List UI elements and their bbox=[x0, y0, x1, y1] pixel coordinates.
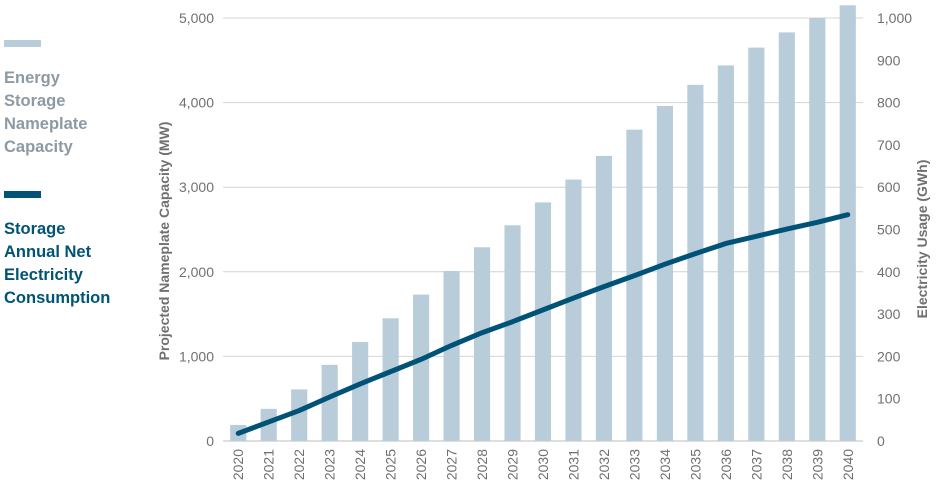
bar bbox=[352, 342, 369, 441]
y-axis-title: Projected Nameplate Capacity (MW) bbox=[156, 122, 172, 361]
bar bbox=[839, 5, 856, 442]
bar bbox=[413, 294, 430, 441]
bar bbox=[473, 247, 491, 441]
bar bbox=[565, 179, 582, 441]
x-tick-label: 2022 bbox=[291, 449, 307, 480]
y2-tick-label: 400 bbox=[877, 264, 901, 280]
y2-tick-label: 200 bbox=[877, 348, 901, 364]
x-tick-label: 2034 bbox=[657, 449, 673, 480]
y2-tick-label: 800 bbox=[877, 95, 901, 111]
bar bbox=[656, 105, 673, 441]
bar bbox=[595, 155, 613, 441]
x-tick-label: 2028 bbox=[474, 449, 490, 480]
bar bbox=[260, 408, 277, 441]
x-tick-label: 2023 bbox=[322, 449, 338, 480]
bar bbox=[626, 129, 643, 441]
y-tick-label: 4,000 bbox=[179, 95, 214, 111]
x-tick-label: 2037 bbox=[748, 449, 764, 480]
x-tick-label: 2033 bbox=[626, 449, 642, 480]
x-tick-label: 2029 bbox=[505, 449, 521, 480]
x-tick-label: 2038 bbox=[779, 449, 795, 480]
x-tick-label: 2039 bbox=[809, 449, 825, 480]
y-tick-label: 0 bbox=[206, 433, 214, 449]
legend-label-consumption: Storage Annual Net Electricity Consumpti… bbox=[4, 220, 111, 307]
legend-item-consumption: Storage Annual Net Electricity Consumpti… bbox=[4, 191, 154, 310]
x-tick-label: 2021 bbox=[261, 449, 277, 480]
x-tick-label: 2027 bbox=[444, 449, 460, 480]
x-tick-label: 2031 bbox=[565, 449, 581, 480]
y2-tick-label: 700 bbox=[877, 137, 901, 153]
y-tick-label: 2,000 bbox=[179, 264, 214, 280]
bar bbox=[382, 318, 399, 441]
bar bbox=[534, 202, 552, 441]
x-tick-label: 2026 bbox=[413, 449, 429, 480]
x-tick-label: 2020 bbox=[230, 449, 246, 480]
y2-tick-label: 300 bbox=[877, 306, 901, 322]
bar bbox=[687, 84, 704, 442]
y2-axis-title: Electricity Usage (GWh) bbox=[914, 160, 930, 319]
x-tick-label: 2035 bbox=[687, 449, 703, 480]
x-tick-label: 2030 bbox=[535, 449, 551, 480]
y2-tick-label: 900 bbox=[877, 52, 901, 68]
legend: Energy Storage Nameplate Capacity Storag… bbox=[4, 40, 154, 338]
line-series-consumption bbox=[235, 212, 851, 436]
bar bbox=[748, 47, 765, 442]
x-tick-label: 2032 bbox=[596, 449, 612, 480]
bar bbox=[504, 225, 521, 441]
legend-swatch-line bbox=[4, 191, 41, 198]
x-tick-label: 2040 bbox=[840, 449, 856, 480]
y2-tick-label: 600 bbox=[877, 179, 901, 195]
y2-tick-label: 500 bbox=[877, 222, 901, 238]
bar bbox=[717, 65, 734, 441]
bar bbox=[809, 18, 826, 441]
x-tick-label: 2024 bbox=[352, 449, 368, 480]
bar bbox=[321, 364, 338, 441]
legend-item-capacity: Energy Storage Nameplate Capacity bbox=[4, 40, 154, 159]
legend-label-capacity: Energy Storage Nameplate Capacity bbox=[4, 69, 88, 156]
bar bbox=[291, 389, 308, 441]
bar bbox=[443, 270, 460, 441]
y-tick-label: 1,000 bbox=[179, 348, 214, 364]
y2-tick-label: 0 bbox=[877, 433, 885, 449]
bar bbox=[778, 32, 795, 442]
y-tick-label: 5,000 bbox=[179, 10, 214, 26]
x-tick-label: 2025 bbox=[383, 449, 399, 480]
y2-tick-label: 1,000 bbox=[877, 10, 912, 26]
legend-swatch-bar bbox=[4, 40, 41, 47]
y2-tick-label: 100 bbox=[877, 391, 901, 407]
y-tick-label: 3,000 bbox=[179, 179, 214, 195]
x-tick-label: 2036 bbox=[718, 449, 734, 480]
